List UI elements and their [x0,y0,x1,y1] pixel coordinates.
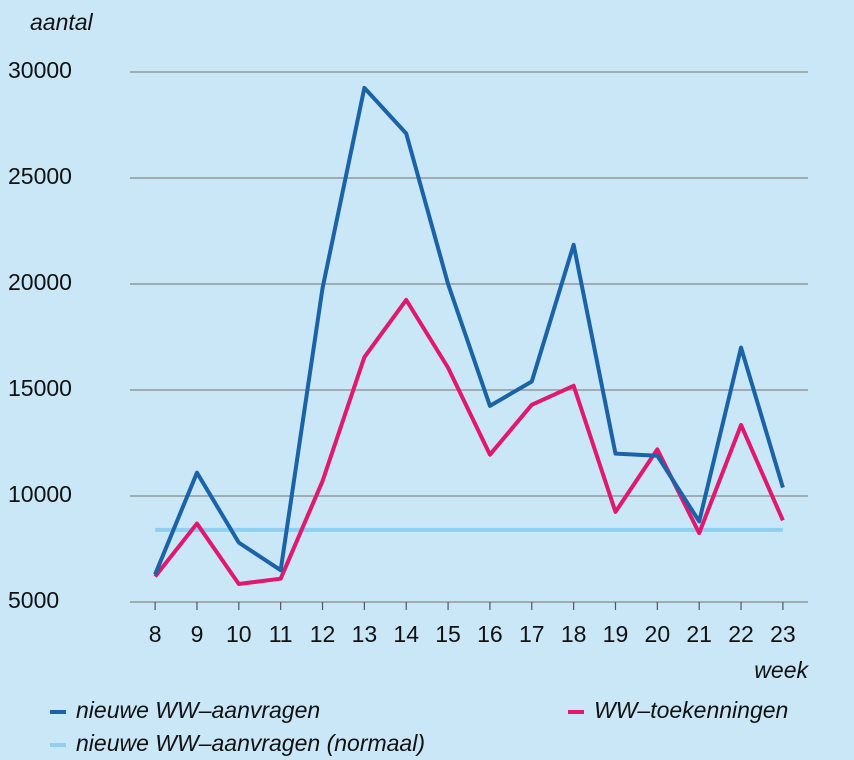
line [153,85,785,576]
x-tick-label: 14 [393,621,419,647]
x-tick-label: 17 [519,621,545,647]
x-axis-label: week [754,657,809,683]
x-tick-label: 22 [728,621,754,647]
y-tick-label: 5000 [8,587,59,613]
x-tick-label: 13 [352,621,378,647]
x-tick-label: 10 [226,621,252,647]
y-tick-label: 30000 [8,57,72,83]
x-tick-label: 23 [770,621,796,647]
x-tick-label: 11 [269,621,293,647]
x-tick-label: 21 [686,621,712,647]
x-tick-label: 18 [561,621,587,647]
x-tick-label: 20 [645,621,671,647]
legend-label: nieuwe WW–aanvragen (normaal) [76,730,425,756]
legend-label: nieuwe WW–aanvragen [76,697,320,723]
y-tick-label: 10000 [8,481,72,507]
x-tick-label: 8 [149,621,162,647]
x-tick-label: 12 [310,621,336,647]
y-axis-label: aantal [30,9,94,35]
y-tick-label: 15000 [8,375,72,401]
legend-label: WW–toekenningen [594,697,788,723]
y-tick-label: 20000 [8,269,72,295]
y-tick-label: 25000 [8,163,72,189]
x-tick-label: 19 [603,621,629,647]
x-tick-label: 16 [477,621,503,647]
x-tick-label: 15 [435,621,461,647]
x-tick-label: 9 [191,621,204,647]
